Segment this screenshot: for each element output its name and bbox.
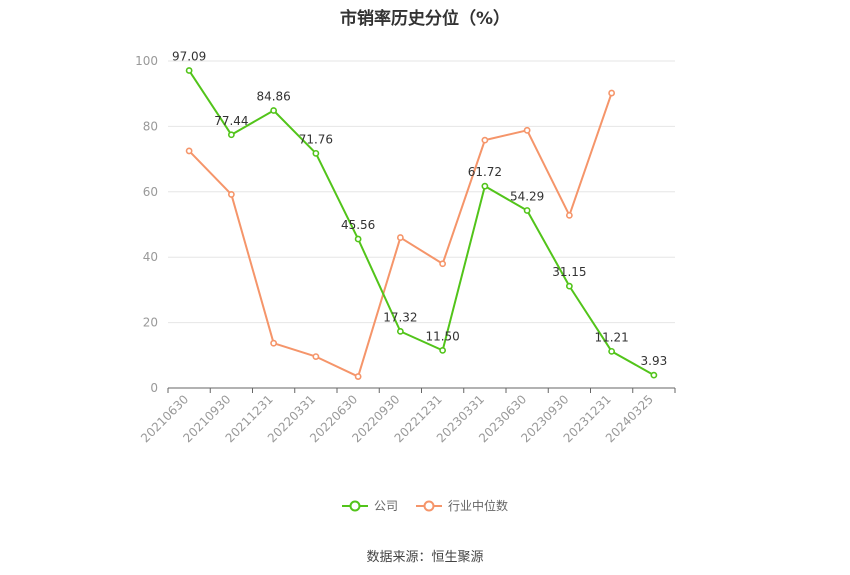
data-point-industry <box>227 191 235 198</box>
data-point-company <box>396 327 404 335</box>
y-tick-label: 40 <box>143 250 158 264</box>
data-point-industry <box>185 147 193 155</box>
data-label: 3.93 <box>641 354 668 368</box>
legend-company-icon <box>341 500 368 511</box>
data-label: 17.32 <box>383 310 417 324</box>
data-point-company <box>354 235 362 243</box>
data-label: 11.50 <box>425 329 459 343</box>
data-source: 数据来源：恒生聚源 <box>366 550 484 565</box>
y-tick-label: 60 <box>143 185 158 199</box>
data-point-company <box>565 282 573 290</box>
data-point-industry <box>439 260 447 268</box>
y-tick-label: 0 <box>150 381 158 395</box>
data-point-company <box>312 149 320 157</box>
data-point-industry <box>354 373 362 380</box>
data-point-company <box>481 182 489 190</box>
legend: 公司 行业中位数 <box>0 497 850 514</box>
legend-item-company[interactable]: 公司 <box>341 497 398 514</box>
data-point-company <box>270 107 278 114</box>
data-point-industry <box>481 136 489 144</box>
data-label: 11.21 <box>594 330 628 344</box>
data-point-industry <box>565 211 573 219</box>
series-line-company <box>188 69 655 377</box>
data-point-industry <box>396 234 404 241</box>
data-label: 77.44 <box>214 114 248 128</box>
data-point-industry <box>270 339 278 347</box>
y-tick-label: 100 <box>135 54 158 68</box>
data-label: 45.56 <box>341 218 375 232</box>
data-point-company <box>650 371 658 379</box>
data-point-company <box>185 67 193 74</box>
data-point-industry <box>312 353 320 361</box>
data-label: 84.86 <box>256 90 290 104</box>
data-label: 61.72 <box>468 165 502 179</box>
chart-title: 市销率历史分位（%） <box>339 9 511 29</box>
legend-industry-label: 行业中位数 <box>448 499 509 513</box>
data-label: 97.09 <box>172 50 206 64</box>
data-point-company <box>608 347 616 355</box>
data-label: 71.76 <box>299 132 333 146</box>
data-point-company <box>439 346 447 354</box>
legend-industry-icon <box>416 500 442 511</box>
data-label: 31.15 <box>552 265 586 279</box>
data-point-company <box>523 207 531 214</box>
y-tick-label: 20 <box>143 316 158 330</box>
legend-item-industry[interactable]: 行业中位数 <box>416 497 508 514</box>
data-point-industry <box>523 126 531 134</box>
data-label: 54.29 <box>510 189 544 203</box>
legend-company-label: 公司 <box>373 499 398 513</box>
y-tick-label: 80 <box>143 119 158 133</box>
data-point-industry <box>608 89 616 97</box>
data-point-company <box>227 131 235 139</box>
